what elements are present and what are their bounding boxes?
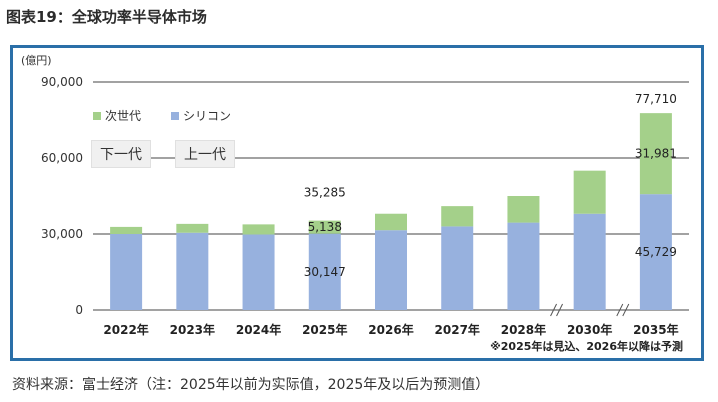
bar-silicon <box>507 222 540 310</box>
bar-silicon <box>110 234 143 310</box>
data-label: 35,285 <box>304 186 346 200</box>
bar-silicon <box>242 234 275 310</box>
bar-next-gen <box>639 113 672 195</box>
bar-next-gen <box>375 213 407 231</box>
data-label: 45,729 <box>635 245 677 259</box>
x-tick-label: 2030年 <box>567 322 612 337</box>
axis-break-mark <box>622 303 630 317</box>
previous-gen-tag: 上一代 <box>175 140 235 168</box>
bar-next-gen <box>573 170 606 214</box>
x-tick-label: 2023年 <box>170 322 215 337</box>
bar-next-gen <box>110 226 143 234</box>
bar-silicon <box>639 194 672 310</box>
x-tick-label: 2024年 <box>236 322 281 337</box>
next-gen-tag: 下一代 <box>91 140 151 168</box>
x-tick-label: 2035年 <box>633 322 678 337</box>
bar-silicon <box>308 233 341 310</box>
data-label: 31,981 <box>635 147 677 161</box>
bar-silicon <box>375 230 407 310</box>
bar-next-gen <box>441 206 474 227</box>
y-tick-label: 30,000 <box>41 227 83 241</box>
bar-silicon <box>573 213 606 310</box>
legend-swatch-silicon <box>171 112 179 120</box>
bar-next-gen <box>507 196 540 223</box>
x-tick-label: 2025年 <box>302 322 347 337</box>
data-label: 77,710 <box>635 92 677 106</box>
bar-silicon <box>176 232 209 310</box>
bar-next-gen <box>176 223 209 233</box>
bar-next-gen <box>308 220 341 234</box>
x-tick-label: 2026年 <box>368 322 413 337</box>
source-note: 资料来源：富士经济（注：2025年以前为实际值，2025年及以后为预测值） <box>12 377 490 393</box>
y-tick-label: 90,000 <box>41 75 83 89</box>
figure-title: 图表19：全球功率半导体市场 <box>6 8 207 26</box>
data-label: 5,138 <box>308 220 342 234</box>
chart-svg: (億円) 0 30,000 60,000 90,000 2022年 2023年 2024年 20… <box>21 54 689 353</box>
y-tick-label: 0 <box>75 303 83 317</box>
legend-label-next-gen: 次世代 <box>105 109 141 123</box>
axis-break-mark <box>616 303 624 317</box>
bar-next-gen <box>242 224 275 235</box>
legend-label-silicon: シリコン <box>183 109 231 123</box>
data-label: 30,147 <box>304 265 346 279</box>
legend-swatch-next-gen <box>93 112 101 120</box>
axis-break-mark <box>556 303 564 317</box>
bar-silicon <box>441 226 474 310</box>
chart-frame: (億円) 0 30,000 60,000 90,000 2022年 2023年 2024年 20… <box>10 45 704 361</box>
y-tick-label: 60,000 <box>41 151 83 165</box>
x-tick-label: 2022年 <box>103 322 148 337</box>
x-tick-label: 2027年 <box>435 322 480 337</box>
y-unit-label: (億円) <box>21 54 52 67</box>
axis-break-mark <box>550 303 558 317</box>
chart-footnote: ※2025年は見込、2026年以降は予測 <box>490 339 683 353</box>
x-tick-label: 2028年 <box>501 322 546 337</box>
